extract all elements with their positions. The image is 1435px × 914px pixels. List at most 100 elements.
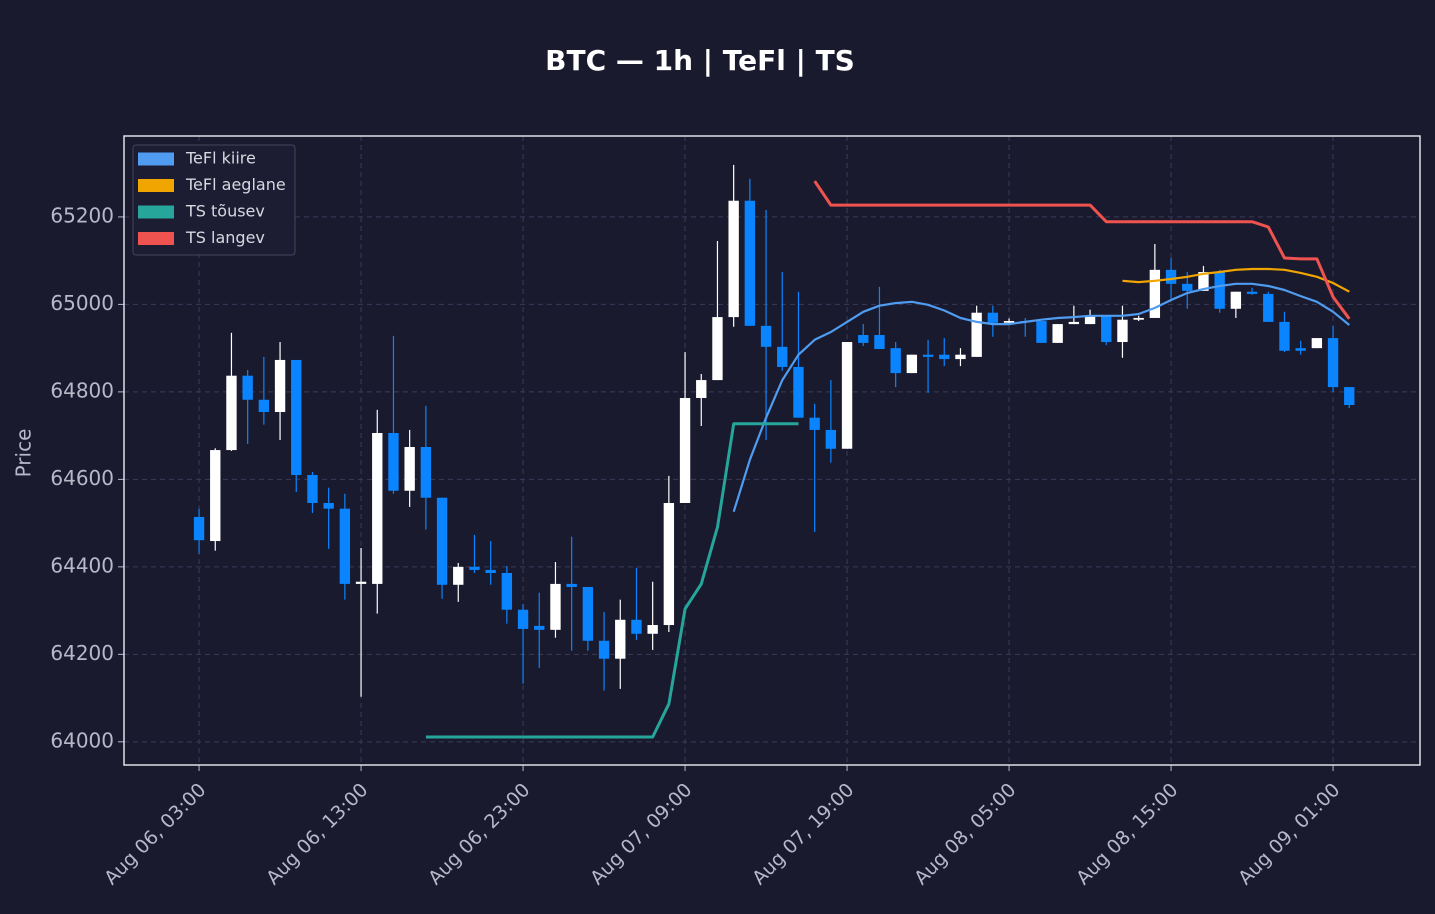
y-tick-label: 65200 [50, 203, 114, 227]
candle-body [939, 354, 950, 360]
candle-body [760, 325, 772, 347]
candle-body [420, 447, 432, 498]
candle-body [728, 200, 739, 318]
line-series [813, 180, 1351, 320]
y-axis-label: Price [12, 429, 36, 478]
candle-body [1133, 317, 1144, 320]
candle-body [1230, 291, 1242, 309]
candle-body [631, 619, 642, 634]
candle-body [436, 497, 448, 585]
candle-body [534, 625, 545, 630]
candle-body [841, 342, 853, 449]
y-tick-label: 64800 [50, 378, 114, 402]
legend-swatch [138, 205, 174, 219]
line-series [425, 422, 799, 739]
candle-body [809, 417, 820, 430]
x-tick-label: Aug 09, 01:00 [1234, 779, 1344, 889]
candle-body [404, 447, 415, 491]
x-tick-label: Aug 07, 19:00 [748, 779, 858, 889]
candle-body [339, 508, 351, 584]
legend-swatch [138, 179, 174, 192]
x-tick-label: Aug 08, 05:00 [910, 779, 1020, 889]
candle-body [1246, 291, 1258, 294]
candle-body [1279, 321, 1290, 351]
plot-frame [123, 135, 1421, 766]
candle-body [469, 566, 480, 570]
x-tick-label: Aug 06, 03:00 [100, 779, 210, 889]
candle-body [566, 583, 577, 587]
candle-body [1084, 315, 1096, 325]
candle-body [193, 516, 205, 541]
candle-body [696, 380, 707, 399]
y-tick-label: 64400 [50, 553, 114, 577]
candle-body [501, 572, 513, 610]
x-tick-label: Aug 06, 13:00 [262, 779, 372, 889]
candle-body [1295, 348, 1306, 351]
candle-body [987, 312, 999, 323]
y-tick-label: 64200 [50, 641, 114, 665]
candle-body [1344, 387, 1355, 406]
candle-body [1003, 321, 1015, 323]
candle-body [582, 586, 594, 641]
line-series [732, 282, 1350, 513]
candle-body [874, 335, 885, 350]
legend-label: TeFl kiire [185, 149, 256, 168]
candle-body [663, 502, 675, 626]
candle-body [242, 375, 253, 400]
candle-body [647, 625, 658, 634]
candle-body [291, 359, 302, 475]
candle-body [517, 609, 529, 629]
candle-body [777, 346, 788, 367]
candle-body [258, 399, 270, 413]
legend: TeFl kiire TeFl aeglane TS tõusev TS langev [132, 144, 296, 256]
candle-body [906, 354, 918, 374]
y-tick-label: 64600 [50, 466, 114, 490]
legend-label: TS langev [185, 228, 265, 247]
candle-body [1101, 315, 1112, 343]
candle-body [922, 354, 934, 357]
candle-body [1117, 319, 1128, 343]
candle-body [1149, 269, 1161, 318]
candle-body [1263, 293, 1274, 322]
candle-body [744, 200, 756, 326]
candle-body [1182, 283, 1193, 291]
candle-body [226, 375, 237, 451]
candle-body [1068, 321, 1080, 325]
candle-body [1327, 338, 1339, 388]
candle-body [550, 583, 561, 630]
candle-body [598, 640, 610, 659]
candle-body [615, 619, 626, 659]
legend-label: TS tõusev [185, 202, 265, 221]
candle-body [453, 566, 464, 585]
candle-body [1214, 272, 1225, 309]
candle-body [388, 433, 399, 491]
line-series [1122, 267, 1350, 293]
candle-body [679, 398, 691, 503]
legend-box [132, 144, 296, 256]
legend-swatch [138, 152, 174, 166]
candle-body [307, 474, 318, 503]
x-tick-label: Aug 07, 09:00 [586, 779, 696, 889]
candle-body [1036, 321, 1047, 343]
x-tick-label: Aug 06, 23:00 [424, 779, 534, 889]
candle-body [372, 433, 383, 584]
candle-body [890, 348, 901, 374]
legend-swatch [138, 232, 174, 245]
candle-body [793, 366, 804, 418]
candle-body [355, 581, 367, 584]
candle-body [858, 335, 869, 343]
candle-body [1165, 269, 1177, 284]
x-tick-label: Aug 08, 15:00 [1072, 779, 1182, 889]
legend-label: TeFl aeglane [185, 175, 286, 194]
candle-body [323, 502, 334, 509]
candle-body [274, 359, 286, 413]
chart-title: BTC — 1h | TeFl | TS [545, 44, 855, 77]
candle-body [210, 450, 221, 542]
candle-body [955, 354, 966, 360]
candle-body [1311, 338, 1323, 349]
candle-body [971, 312, 982, 357]
candle-body [1052, 324, 1063, 343]
y-tick-label: 64000 [50, 728, 114, 752]
candle-body [485, 569, 496, 573]
